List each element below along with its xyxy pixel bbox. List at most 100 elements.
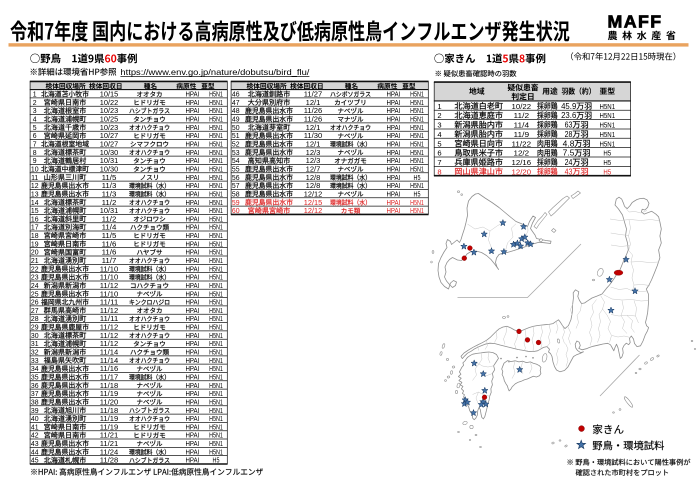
svg-text:HPAI: HPAI bbox=[185, 408, 199, 415]
svg-text:10/27: 10/27 bbox=[100, 142, 119, 149]
svg-text:11/11: 11/11 bbox=[100, 316, 119, 323]
svg-text:10/23: 10/23 bbox=[100, 108, 119, 115]
svg-text:H5N1: H5N1 bbox=[209, 142, 223, 149]
svg-text:11/21: 11/21 bbox=[100, 433, 119, 440]
svg-text:H5N1: H5N1 bbox=[410, 133, 424, 140]
svg-text:HPAI: HPAI bbox=[185, 125, 199, 132]
svg-text:2: 2 bbox=[33, 100, 37, 107]
svg-text:HPAI: HPAI bbox=[185, 291, 199, 298]
svg-text:51: 51 bbox=[232, 133, 240, 140]
svg-text:HPAI: HPAI bbox=[185, 283, 199, 290]
svg-text:11: 11 bbox=[31, 175, 38, 182]
svg-text:H5N1: H5N1 bbox=[410, 100, 424, 107]
svg-text:10/23: 10/23 bbox=[100, 125, 119, 132]
svg-text:H5N1: H5N1 bbox=[600, 102, 616, 111]
svg-text:H5N1: H5N1 bbox=[209, 333, 223, 340]
svg-text:HPAI: HPAI bbox=[185, 258, 199, 265]
svg-text:H5N1: H5N1 bbox=[209, 125, 223, 132]
svg-text:6: 6 bbox=[437, 149, 441, 158]
svg-text:5: 5 bbox=[437, 139, 441, 148]
svg-text:HPAI: HPAI bbox=[386, 200, 400, 207]
svg-text:25: 25 bbox=[31, 291, 39, 298]
svg-text:11/2: 11/2 bbox=[514, 111, 530, 120]
svg-text:11/21: 11/21 bbox=[100, 441, 119, 448]
svg-text:H5N1: H5N1 bbox=[209, 92, 223, 99]
svg-text:6: 6 bbox=[33, 133, 37, 140]
svg-text:H5N1: H5N1 bbox=[209, 191, 223, 198]
svg-text:H5N1: H5N1 bbox=[209, 241, 223, 248]
svg-text:38: 38 bbox=[31, 399, 39, 406]
svg-text:27: 27 bbox=[31, 308, 39, 315]
svg-text:39: 39 bbox=[31, 408, 39, 415]
svg-text:11/7: 11/7 bbox=[102, 258, 117, 265]
svg-text:10/31: 10/31 bbox=[100, 208, 119, 215]
svg-text:42: 42 bbox=[31, 433, 39, 440]
svg-text:12/3: 12/3 bbox=[306, 150, 321, 157]
svg-text:45: 45 bbox=[31, 458, 39, 465]
svg-text:H5N1: H5N1 bbox=[209, 416, 223, 423]
svg-text:10/30: 10/30 bbox=[100, 150, 119, 157]
svg-text:13: 13 bbox=[31, 191, 39, 198]
svg-text:11/11: 11/11 bbox=[100, 300, 119, 307]
svg-text:12/12: 12/12 bbox=[304, 191, 323, 198]
svg-text:11/19: 11/19 bbox=[100, 391, 119, 398]
svg-text:H5N1: H5N1 bbox=[410, 142, 424, 149]
svg-text:HPAI: HPAI bbox=[386, 125, 400, 132]
svg-text:11/22: 11/22 bbox=[512, 139, 532, 148]
svg-text:HPAI: HPAI bbox=[185, 200, 199, 207]
svg-text:HPAI: HPAI bbox=[185, 92, 199, 99]
svg-text:36: 36 bbox=[31, 383, 39, 390]
svg-text:HPAI: HPAI bbox=[185, 316, 199, 323]
svg-text:57: 57 bbox=[232, 183, 240, 190]
svg-text:40: 40 bbox=[31, 416, 39, 423]
svg-text:10/22: 10/22 bbox=[512, 102, 532, 111]
svg-text:HPAI: HPAI bbox=[185, 266, 199, 273]
svg-text:H5N1: H5N1 bbox=[209, 258, 223, 265]
svg-text:11/5: 11/5 bbox=[102, 233, 117, 240]
svg-text:H5N1: H5N1 bbox=[209, 300, 223, 307]
svg-text:HPAI: HPAI bbox=[185, 333, 199, 340]
svg-text:11/18: 11/18 bbox=[100, 383, 119, 390]
svg-text:H5N1: H5N1 bbox=[600, 121, 616, 130]
svg-text:H5: H5 bbox=[603, 158, 611, 167]
svg-text:46: 46 bbox=[232, 92, 240, 99]
svg-text:50: 50 bbox=[232, 125, 240, 132]
svg-text:HPAI: HPAI bbox=[185, 100, 199, 107]
svg-text:H5N1: H5N1 bbox=[209, 358, 223, 365]
svg-text:43: 43 bbox=[565, 167, 573, 176]
svg-text:H5N1: H5N1 bbox=[209, 216, 223, 223]
svg-text:12/12: 12/12 bbox=[304, 208, 323, 215]
svg-text:H5N1: H5N1 bbox=[209, 150, 223, 157]
svg-text:11/16: 11/16 bbox=[100, 366, 119, 373]
svg-text:HPAI: HPAI bbox=[386, 100, 400, 107]
svg-text:HPAI: HPAI bbox=[185, 275, 199, 282]
svg-text:35: 35 bbox=[31, 375, 39, 382]
svg-text:HPAI: HPAI bbox=[185, 366, 199, 373]
svg-text:22: 22 bbox=[31, 266, 39, 273]
svg-text:https://www.env.go.jp/nature/d: https://www.env.go.jp/nature/dobutsu/bir… bbox=[120, 67, 310, 77]
svg-text:HPAI: HPAI bbox=[185, 225, 199, 232]
svg-text:56: 56 bbox=[232, 175, 240, 182]
svg-text:H5N1: H5N1 bbox=[410, 208, 424, 215]
svg-text:HPAI: HPAI bbox=[386, 150, 400, 157]
svg-text:HPAI: HPAI bbox=[185, 167, 199, 174]
svg-text:32: 32 bbox=[31, 350, 39, 357]
svg-text:H5N1: H5N1 bbox=[209, 283, 223, 290]
svg-text:28: 28 bbox=[31, 316, 39, 323]
svg-text:34: 34 bbox=[31, 366, 39, 373]
svg-text:21: 21 bbox=[31, 258, 39, 265]
svg-text:12/1: 12/1 bbox=[306, 125, 321, 132]
svg-text:16: 16 bbox=[31, 216, 39, 223]
svg-text:HPAI: HPAI bbox=[185, 416, 199, 423]
svg-text:43: 43 bbox=[31, 441, 39, 448]
svg-text:H5: H5 bbox=[414, 175, 421, 182]
svg-text:MAFF: MAFF bbox=[608, 12, 663, 32]
svg-text:H5: H5 bbox=[603, 167, 611, 176]
svg-text:18: 18 bbox=[31, 233, 39, 240]
svg-text:24: 24 bbox=[31, 283, 39, 290]
svg-text:14: 14 bbox=[31, 200, 39, 207]
svg-text:HPAI: HPAI bbox=[185, 358, 199, 365]
svg-text:31: 31 bbox=[31, 341, 39, 348]
svg-text:12/1: 12/1 bbox=[306, 100, 321, 107]
svg-text:12/8: 12/8 bbox=[306, 183, 321, 190]
